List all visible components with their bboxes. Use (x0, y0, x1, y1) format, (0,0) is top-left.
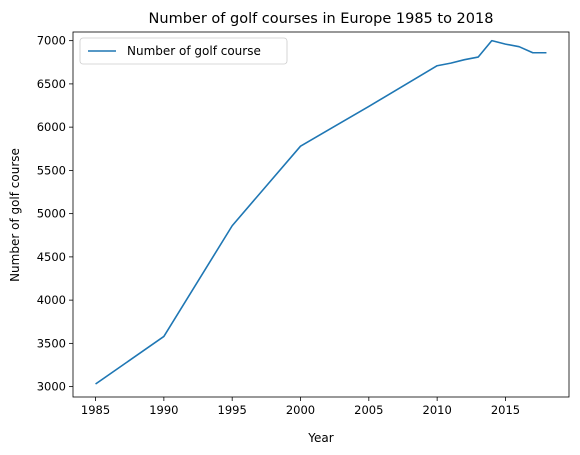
x-tick-label: 2000 (286, 403, 315, 417)
x-tick-label: 1990 (149, 403, 178, 417)
legend: Number of golf course (79, 37, 288, 65)
legend-box (79, 37, 288, 65)
x-axis-label: Year (307, 431, 333, 445)
y-tick-label: 6500 (37, 77, 66, 91)
y-tick-label: 3500 (37, 336, 66, 350)
x-axis: 1985 1990 1995 2000 2005 2010 2015 (81, 397, 520, 417)
x-tick-label: 2015 (491, 403, 520, 417)
x-tick-label: 1995 (218, 403, 247, 417)
y-axis: 3000 3500 4000 4500 5000 5500 6000 6500 7000 (37, 34, 73, 394)
y-tick-label: 4500 (37, 250, 66, 264)
plot-area (72, 31, 570, 398)
chart-title: Number of golf courses in Europe 1985 to… (149, 11, 494, 27)
y-tick-label: 4000 (37, 293, 66, 307)
y-tick-label: 6000 (37, 120, 66, 134)
x-tick-label: 2005 (354, 403, 383, 417)
x-tick-label: 1985 (81, 403, 110, 417)
y-tick-label: 3000 (37, 380, 66, 394)
legend-label: Number of golf course (127, 44, 261, 58)
y-tick-label: 7000 (37, 34, 66, 48)
y-tick-label: 5000 (37, 207, 66, 221)
x-tick-label: 2010 (423, 403, 452, 417)
series-line-number-of-golf-course (95, 39, 547, 385)
y-tick-label: 5500 (37, 163, 66, 177)
y-axis-label: Number of golf course (8, 148, 22, 282)
